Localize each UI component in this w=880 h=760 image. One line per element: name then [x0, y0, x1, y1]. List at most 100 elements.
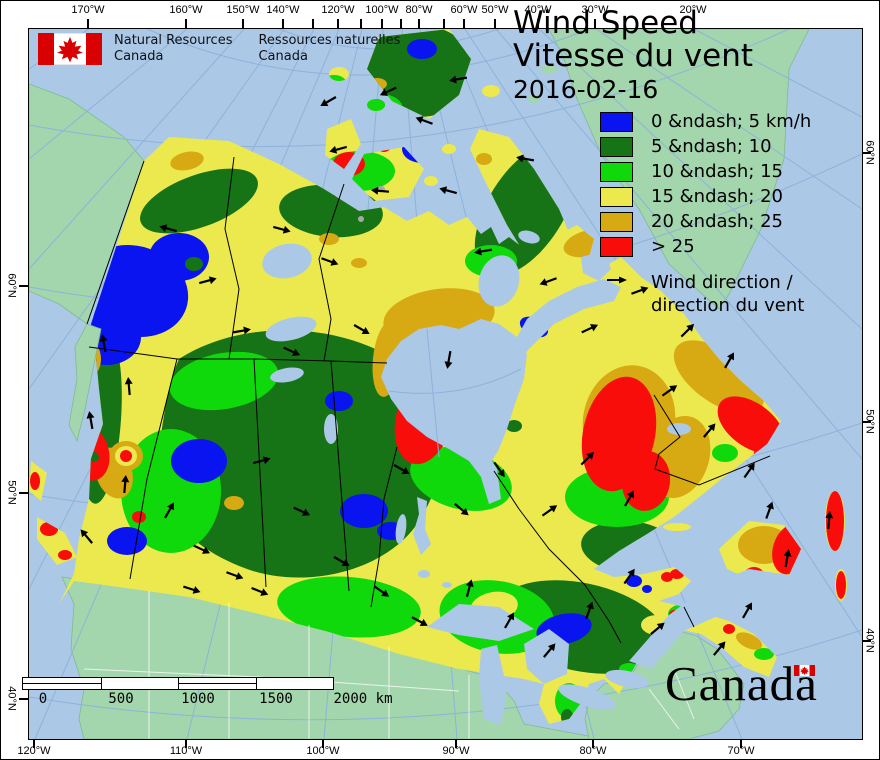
graticule-tick [594, 19, 596, 28]
nrcan-logo-text-fr: Ressources naturelles Canada [258, 33, 400, 65]
scale-bar: 0 500 1000 1500 2000 km [22, 677, 393, 707]
wordmark-text: Canada [665, 656, 818, 711]
legend-label: 15 &ndash; 20 [651, 186, 784, 207]
legend-swatch [600, 236, 633, 257]
graticule-label: 60°W [450, 4, 478, 16]
legend-item: 10 &ndash; 15 [600, 159, 811, 184]
graticule-label: 40°N [5, 686, 18, 711]
graticule-label: 100°W [306, 745, 340, 757]
graticule-tick [19, 492, 28, 494]
title-fr: Vitesse du vent [513, 38, 753, 74]
graticule-label: 90°W [442, 745, 470, 757]
legend-swatch [600, 186, 633, 207]
legend-items: 0 &ndash; 5 km/h 5 &ndash; 10 10 &ndash; 1… [600, 109, 811, 259]
legend-swatch [600, 136, 633, 157]
wind-arrows [80, 75, 834, 658]
map-date: 2016-02-16 [513, 75, 659, 104]
title-en: Wind Speed [513, 5, 698, 41]
canada-wordmark: Canada [665, 659, 818, 708]
scale-segment [178, 678, 256, 689]
graticule-label: 70°W [727, 745, 755, 757]
graticule-tick [537, 19, 539, 28]
wind-label-fr: direction du vent [651, 295, 805, 316]
graticule-label: 30°W [581, 4, 609, 16]
scale-label: 2000 km [333, 691, 393, 707]
graticule-tick [463, 19, 465, 28]
map-frame [28, 28, 863, 740]
graticule-tick [33, 739, 35, 748]
graticule-label: 160°W [169, 4, 203, 16]
scale-label: 1500 [259, 691, 293, 707]
legend-label: 5 &ndash; 10 [651, 136, 772, 157]
scale-label: 0 [38, 691, 48, 707]
lakes-and-bays [262, 230, 789, 725]
graticule-tick [19, 285, 28, 287]
legend-swatch [600, 211, 633, 232]
graticule-tick [322, 739, 324, 748]
graticule-tick [185, 19, 187, 28]
graticule-label: 150°W [226, 4, 260, 16]
graticule-label: 120°W [321, 4, 355, 16]
legend-swatch [600, 161, 633, 182]
logo-line: Natural Resources [114, 33, 233, 48]
graticule-tick [692, 19, 694, 28]
graticule-label: 120°W [17, 745, 51, 757]
graticule-label: 50°W [481, 4, 509, 16]
graticule-tick [282, 19, 284, 28]
scale-segment [23, 678, 101, 689]
graticule-label: 80°W [405, 4, 433, 16]
state-borders [83, 591, 695, 739]
scale-segment [100, 678, 179, 689]
graticule-tick [862, 640, 871, 642]
legend-item: 20 &ndash; 25 [600, 209, 811, 234]
graticule-label: 110°W [169, 745, 203, 757]
legend-item: > 25 [600, 234, 811, 259]
logo-line: Canada [258, 49, 308, 64]
graticule-tick [360, 19, 362, 28]
nrcan-logo-text-en: Natural Resources Canada [114, 33, 232, 65]
graticule-label: 20°W [679, 4, 707, 16]
graticule-tick [418, 19, 420, 28]
graticule-label: 80°W [579, 745, 607, 757]
graticule-tick [312, 19, 314, 28]
graticule-tick [740, 739, 742, 748]
scale-bar-graphic [22, 677, 334, 690]
graticule-tick [400, 19, 402, 28]
graticule-tick [592, 739, 594, 748]
graticule-label: 170°W [71, 4, 105, 16]
legend-wind-direction: Wind direction / direction du vent [600, 271, 811, 317]
legend-item: 0 &ndash; 5 km/h [600, 109, 811, 134]
logo-line: Ressources naturelles [258, 33, 401, 48]
graticule-tick [862, 152, 871, 154]
graticule-tick [337, 19, 339, 28]
legend-item: 5 &ndash; 10 [600, 134, 811, 159]
map-title: Wind Speed Vitesse du vent 2016-02-16 [513, 7, 753, 105]
logo-line: Canada [114, 49, 164, 64]
graticule-tick [494, 19, 496, 28]
legend-item: 15 &ndash; 20 [600, 184, 811, 209]
legend-label: 20 &ndash; 25 [651, 211, 784, 232]
graticule-tick [185, 739, 187, 748]
wind-arrow-icon [600, 271, 633, 317]
graticule-tick [19, 698, 28, 700]
wind-label-en: Wind direction / [651, 272, 793, 293]
graticule-label: 100°W [365, 4, 399, 16]
wordmark-flag-icon [793, 665, 815, 676]
nrcan-logo: Natural Resources Canada Ressources natu… [38, 33, 400, 65]
graticule-tick [862, 421, 871, 423]
scale-segment [255, 678, 334, 689]
scale-label: 500 [108, 691, 134, 707]
graticule-label: 140°W [266, 4, 300, 16]
graticule-tick [443, 19, 445, 28]
canada-flag-icon [38, 33, 102, 65]
province-borders [86, 156, 771, 644]
legend-swatch [600, 111, 633, 132]
scale-label: 1000 [181, 691, 215, 707]
legend-label: > 25 [651, 236, 695, 257]
legend: 0 &ndash; 5 km/h 5 &ndash; 10 10 &ndash; 1… [600, 109, 811, 317]
canada-wind-map [29, 29, 862, 739]
graticule-label: 60°N [5, 273, 18, 298]
wind-direction-label: Wind direction / direction du vent [651, 271, 804, 317]
graticule-tick [381, 19, 383, 28]
